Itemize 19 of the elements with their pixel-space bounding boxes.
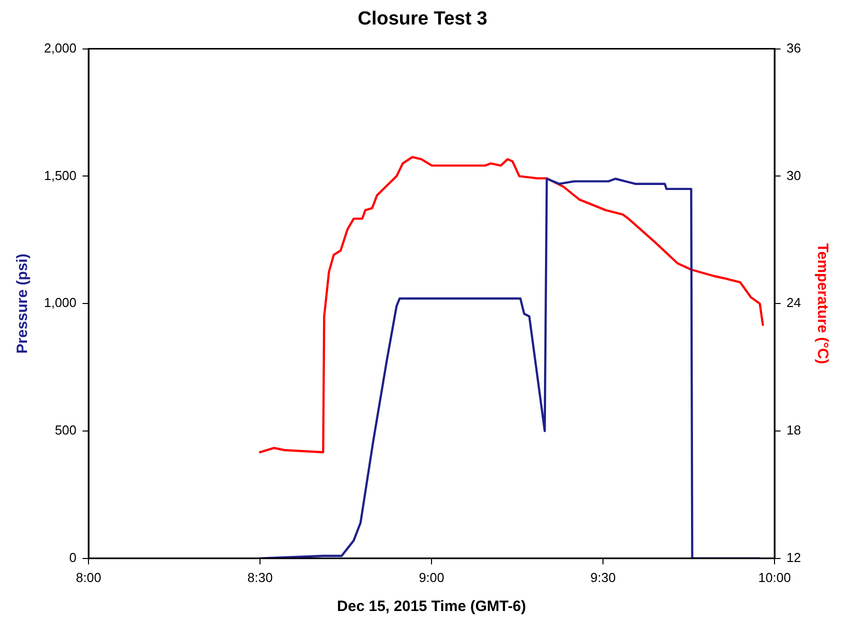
y2-tick-label: 18: [786, 422, 802, 438]
y-tick-label: 1,000: [44, 295, 77, 310]
chart-title: Closure Test 3: [358, 8, 488, 30]
y2-tick-label: 24: [786, 295, 802, 310]
y2-tick-label: 30: [786, 168, 802, 183]
y2-tick-label: 12: [786, 550, 802, 565]
y-tick-label: 0: [69, 550, 77, 565]
x-tick-label: 8:00: [76, 570, 102, 585]
x-tick-label: 9:00: [418, 570, 444, 585]
x-tick-label: 10:00: [758, 570, 791, 585]
y-tick-label: 500: [54, 422, 77, 438]
y-axis-title: Pressure (psi): [14, 254, 32, 354]
x-tick-label: 9:30: [590, 570, 616, 585]
y-tick-label: 2,000: [44, 40, 77, 56]
y-tick-label: 1,500: [44, 168, 77, 183]
y2-tick-label: 36: [786, 40, 802, 56]
x-axis-title: Dec 15, 2015 Time (GMT-6): [337, 598, 526, 616]
x-tick-label: 8:30: [247, 570, 273, 585]
y2-axis-title: Temperature (°C): [814, 243, 831, 364]
